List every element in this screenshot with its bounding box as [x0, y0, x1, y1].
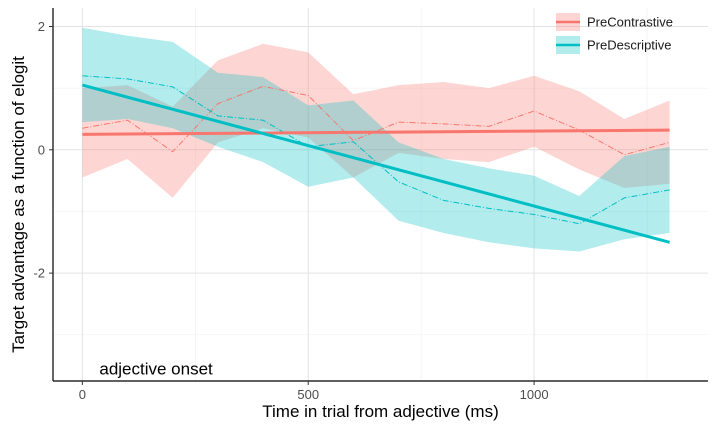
legend-label: PreDescriptive — [587, 38, 672, 53]
x-tick-label: 0 — [79, 387, 86, 402]
plot-panel — [53, 8, 708, 381]
y-axis-title: Target advantage as a function of elogit — [9, 56, 28, 353]
axes: 0 500 1000 -2 0 2 — [33, 8, 708, 402]
x-tick-label: 500 — [297, 387, 319, 402]
fit-line-precontrastive — [82, 128, 670, 136]
legend-item-precontrastive: PreContrastive — [556, 13, 673, 31]
x-tick-label: 1000 — [520, 387, 549, 402]
y-tick-label: -2 — [33, 266, 45, 281]
fit-line-predescriptive — [81, 83, 670, 244]
legend-label: PreContrastive — [587, 15, 673, 30]
annotation-text: adjective onset — [99, 360, 213, 379]
y-tick-label: 2 — [38, 19, 45, 34]
confidence-ribbons — [82, 27, 670, 252]
y-tick-label: 0 — [38, 142, 45, 157]
legend: PreContrastive PreDescriptive — [556, 13, 673, 54]
fit-lines — [81, 83, 670, 244]
ribbon-predescriptive — [82, 27, 670, 252]
legend-item-predescriptive: PreDescriptive — [556, 36, 672, 54]
ribbon-precontrastive — [82, 43, 670, 198]
mean-line-predescriptive — [82, 75, 670, 225]
annotations: adjective onset — [99, 360, 213, 379]
x-axis-title: Time in trial from adjective (ms) — [262, 402, 498, 421]
